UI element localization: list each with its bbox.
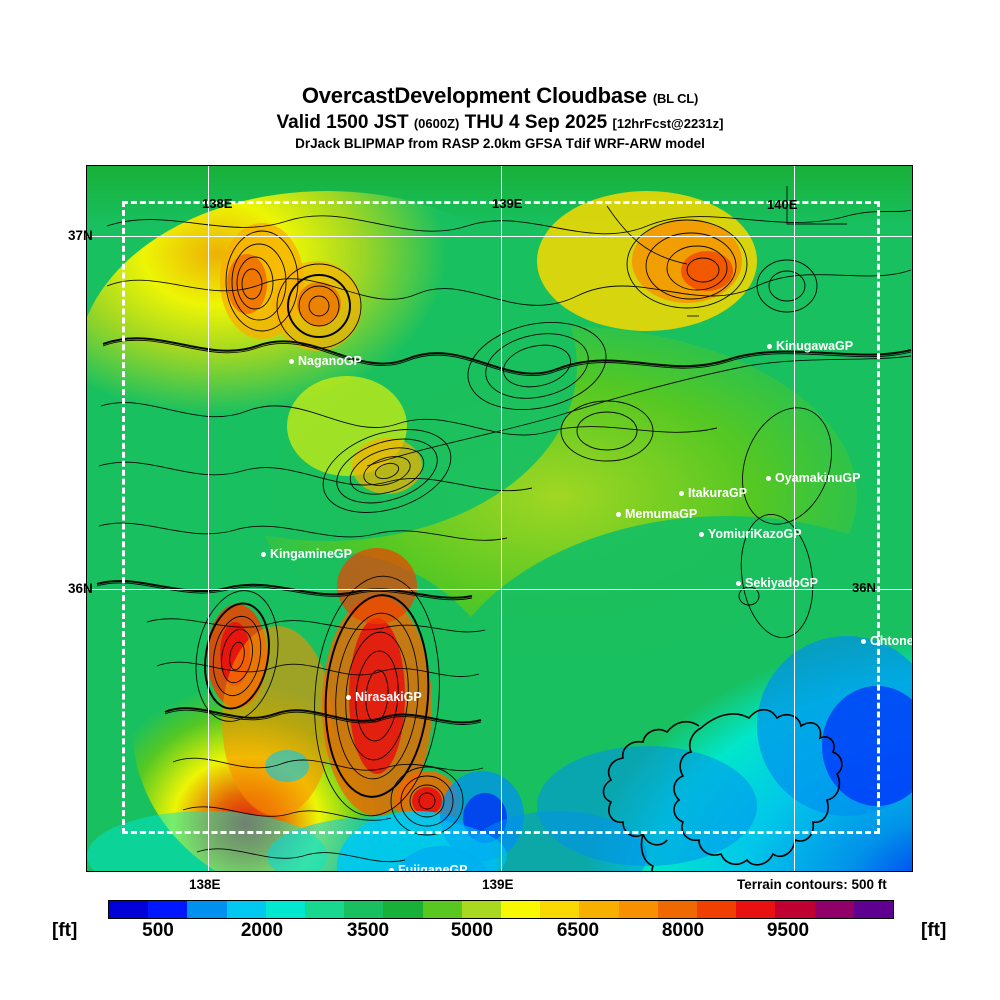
map-canvas xyxy=(87,166,912,871)
colorbar-swatch-12 xyxy=(579,901,619,918)
station-label: OhtoneGP xyxy=(870,634,913,648)
map-lon-label-139e-top: 139E xyxy=(492,196,523,211)
colorbar-swatch-11 xyxy=(540,901,580,918)
model-source-line: DrJack BLIPMAP from RASP 2.0km GFSA Tdif… xyxy=(295,136,705,151)
valid-date-text: THU 4 Sep 2025 xyxy=(464,112,608,133)
colorbar-swatch-1 xyxy=(148,901,188,918)
station-dot-icon xyxy=(679,490,684,496)
colorbar-unit-left: [ft] xyxy=(52,920,78,941)
colorbar-swatch-0 xyxy=(109,901,149,918)
station-label: MemumaGP xyxy=(625,507,698,521)
map-lat-label-36n-right: 36N xyxy=(852,580,876,595)
station-label: NaganoGP xyxy=(298,354,362,368)
station-dot-icon xyxy=(289,358,294,364)
title-main-text: OvercastDevelopment Cloudbase xyxy=(301,83,647,108)
station-marker-sekiyadogp[interactable]: SekiyadoGP xyxy=(736,577,818,590)
valid-time-line: Valid 1500 JST (0600Z) THU 4 Sep 2025 [1… xyxy=(0,112,1000,135)
colorbar-swatch-15 xyxy=(697,901,737,918)
page-title: OvercastDevelopment Cloudbase (BL CL) xyxy=(0,84,1000,111)
station-marker-nirasakigp[interactable]: NirasakiGP xyxy=(346,691,422,704)
station-marker-ohtonegp[interactable]: OhtoneGP xyxy=(861,634,913,648)
station-label: FujiganeGP xyxy=(398,863,468,872)
colorbar-swatch-7 xyxy=(383,901,423,918)
colorbar-tick-3500: 3500 xyxy=(346,920,390,941)
axis-lon-label-139e-bottom: 139E xyxy=(482,877,514,892)
gridline-lon-138e xyxy=(208,166,209,871)
axis-lon-label-138e-bottom: 138E xyxy=(189,877,221,892)
station-dot-icon xyxy=(389,867,394,871)
colorbar-swatch-14 xyxy=(657,901,698,918)
station-label: KinugawaGP xyxy=(776,339,854,353)
colorbar-swatch-16 xyxy=(736,901,776,918)
station-marker-memumagp[interactable]: MemumaGP xyxy=(616,508,697,521)
station-label: SekiyadoGP xyxy=(745,576,818,590)
valid-utc-text: (0600Z) xyxy=(413,116,460,131)
colorbar-swatch-8 xyxy=(422,901,462,918)
colorbar-swatch-4 xyxy=(265,901,306,918)
station-dot-icon xyxy=(861,638,866,644)
colorbar-tick-8000: 8000 xyxy=(661,920,705,941)
gridline-lat-36n xyxy=(87,589,912,590)
colorbar-tick-5000: 5000 xyxy=(450,920,494,941)
station-label: OyamakinuGP xyxy=(775,471,861,485)
colorbar-swatch-17 xyxy=(775,901,815,918)
axis-lat-label-37n: 37N xyxy=(68,228,93,243)
station-dot-icon xyxy=(699,531,704,537)
station-label: NirasakiGP xyxy=(355,690,422,704)
station-dot-icon xyxy=(767,343,772,349)
station-label: YomiuriKazoGP xyxy=(708,527,802,541)
terrain-contour-note: Terrain contours: 500 ft xyxy=(737,877,887,892)
colorbar-swatch-9 xyxy=(461,901,502,918)
gridline-lon-140e xyxy=(794,166,795,871)
station-dot-icon xyxy=(616,511,621,517)
valid-jst-text: Valid 1500 JST xyxy=(276,112,409,133)
station-label: KingamineGP xyxy=(270,547,352,561)
terrain-raster xyxy=(87,166,912,871)
station-marker-fujiganegp[interactable]: FujiganeGP xyxy=(389,863,468,872)
colorbar-unit-right: [ft] xyxy=(921,920,947,941)
station-label: ItakuraGP xyxy=(688,486,748,500)
colorbar-swatch-3 xyxy=(226,901,266,918)
colorbar-tick-500: 500 xyxy=(142,920,174,941)
station-dot-icon xyxy=(261,551,266,557)
map-lon-label-140e-top: 140E xyxy=(767,197,798,212)
station-dot-icon xyxy=(346,694,351,700)
colorbar-swatch-13 xyxy=(618,901,658,918)
colorbar-panel: [ft] [ft] 500 2000 3500 5000 6500 8000 9500 xyxy=(0,895,1000,945)
map-panel[interactable]: 138E 139E 140E 36N NaganoGP KinugawaGP O… xyxy=(86,165,913,872)
title-block: OvercastDevelopment Cloudbase (BL CL) Va… xyxy=(0,84,1000,152)
colorbar-swatch-2 xyxy=(187,901,227,918)
forecast-domain-box xyxy=(122,201,880,834)
axis-lat-label-36n: 36N xyxy=(68,581,93,596)
map-lon-label-138e-top: 138E xyxy=(202,196,233,211)
colorbar-swatch-5 xyxy=(305,901,345,918)
forecast-age-text: [12hrFcst@2231z] xyxy=(612,116,724,131)
station-dot-icon xyxy=(766,475,771,481)
colorbar-swatch-10 xyxy=(501,901,541,918)
station-dot-icon xyxy=(736,580,741,586)
colorbar-swatch-19 xyxy=(853,901,894,918)
gridline-lat-37n xyxy=(87,236,912,237)
colorbar-tick-9500: 9500 xyxy=(766,920,810,941)
colorbar-tick-6500: 6500 xyxy=(556,920,600,941)
station-marker-yomiurikazogp[interactable]: YomiuriKazoGP xyxy=(699,528,802,541)
station-marker-oyamakinugp[interactable]: OyamakinuGP xyxy=(766,472,860,485)
colorbar-gradient[interactable] xyxy=(108,900,894,919)
colorbar-swatch-6 xyxy=(344,901,384,918)
station-marker-kinugawagp[interactable]: KinugawaGP xyxy=(767,340,853,353)
colorbar-tick-2000: 2000 xyxy=(240,920,284,941)
colorbar-swatch-18 xyxy=(814,901,854,918)
station-marker-kingaminegp[interactable]: KingamineGP xyxy=(261,548,352,561)
station-marker-naganogp[interactable]: NaganoGP xyxy=(289,355,362,368)
station-marker-itakuragp[interactable]: ItakuraGP xyxy=(679,487,747,500)
title-param-text: (BL CL) xyxy=(652,91,699,106)
gridline-lon-139e xyxy=(501,166,502,871)
